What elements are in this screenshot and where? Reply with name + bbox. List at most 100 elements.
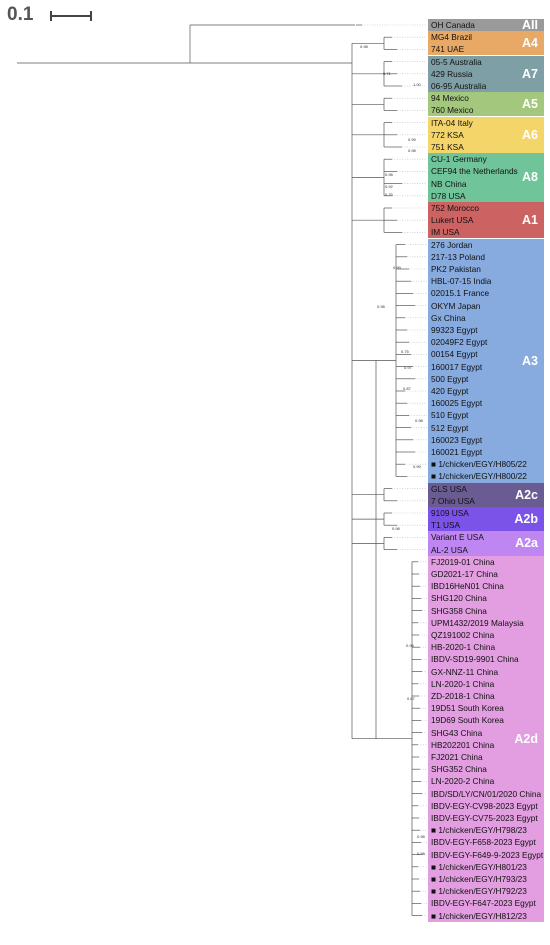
- tip-label: 160017 Egypt: [431, 361, 483, 372]
- tip-label: 741 UAE: [431, 44, 465, 55]
- tip-label: AL-2 USA: [431, 544, 468, 555]
- tip-label: 512 Egypt: [431, 422, 469, 433]
- tip-label: ■ 1/chicken/EGY/H812/23: [431, 910, 527, 921]
- tip-label: QZ191002 China: [431, 629, 495, 640]
- bootstrap-value: 0.71: [383, 71, 392, 76]
- bootstrap-value: 0.99: [408, 137, 417, 142]
- tip-label: SHG352 China: [431, 764, 487, 775]
- tip-label: 276 Jordan: [431, 239, 473, 250]
- tip-label: NB China: [431, 178, 467, 189]
- bootstrap-value: 0.98: [417, 834, 426, 839]
- tip-label: D78 USA: [431, 190, 466, 201]
- tip-label: 19D51 South Korea: [431, 703, 504, 714]
- bootstrap-value: 0.87: [407, 696, 416, 701]
- tip-label: 420 Egypt: [431, 385, 469, 396]
- tip-label: SHG120 China: [431, 593, 487, 604]
- tip-label: GX-NNZ-11 China: [431, 666, 499, 677]
- bootstrap-value: 0.75: [385, 192, 394, 197]
- tip-label: Lukert USA: [431, 215, 474, 226]
- clade-band-a5: A5: [428, 92, 544, 117]
- tip-label: OKYM Japan: [431, 300, 481, 311]
- tip-label: IBDV-SD19-9901 China: [431, 654, 519, 665]
- tip-label: SHG358 China: [431, 605, 487, 616]
- clade-band-a7: A7: [428, 55, 544, 93]
- bootstrap-value: 0.98: [377, 304, 386, 309]
- clade-label: A5: [522, 97, 538, 112]
- bootstrap-value: 0.99: [413, 464, 422, 469]
- clade-band-a4: A4: [428, 31, 544, 56]
- tip-label: GD2021-17 China: [431, 568, 498, 579]
- clade-label: A2c: [515, 487, 538, 502]
- tip-label: LN-2020-2 China: [431, 776, 495, 787]
- tip-label: 772 KSA: [431, 129, 464, 140]
- clade-label: A1: [522, 213, 538, 228]
- clade-label: A7: [522, 66, 538, 81]
- tip-label: 160023 Egypt: [431, 434, 483, 445]
- tip-label: ■ 1/chicken/EGY/H793/23: [431, 873, 527, 884]
- tip-label: 7 Ohio USA: [431, 495, 475, 506]
- tip-label: UPM1432/2019 Malaysia: [431, 617, 524, 628]
- tip-label: FJ2019-01 China: [431, 556, 495, 567]
- tip-label: IBDV-EGY-CV98-2023 Egypt: [431, 800, 538, 811]
- tip-label: Variant E USA: [431, 532, 484, 543]
- tip-label: T1 USA: [431, 520, 461, 531]
- clade-band-a2a: A2a: [428, 531, 544, 556]
- clade-band-a1: A1: [428, 201, 544, 239]
- clade-label: AII: [522, 17, 538, 32]
- tip-label: ZD-2018-1 China: [431, 690, 495, 701]
- tip-label: HB-2020-1 China: [431, 642, 496, 653]
- tip-label: HBL-07-15 India: [431, 276, 492, 287]
- tip-label: 02015.1 France: [431, 288, 490, 299]
- clade-label: A6: [522, 127, 538, 142]
- bootstrap-value: 0.75: [401, 349, 410, 354]
- tip-label: 217-13 Poland: [431, 251, 485, 262]
- bootstrap-value: 0.92: [385, 184, 394, 189]
- tip-label: 752 Morocco: [431, 202, 479, 213]
- tip-label: PK2 Pakistan: [431, 263, 481, 274]
- tip-label: 06-95 Australia: [431, 80, 487, 91]
- tip-label: ■ 1/chicken/EGY/H792/23: [431, 886, 527, 897]
- bootstrap-value: 1.00: [413, 82, 422, 87]
- tip-label: 510 Egypt: [431, 410, 469, 421]
- bootstrap-value: 0.97: [404, 365, 413, 370]
- clade-band-aii: AII: [428, 17, 544, 32]
- tip-label: IBD/SD/LY/CN/01/2020 China: [431, 788, 542, 799]
- tip-label: ■ 1/chicken/EGY/H805/22: [431, 459, 527, 470]
- clade-label: A2a: [515, 536, 538, 551]
- bootstrap-value: 0.98: [406, 643, 415, 648]
- tip-label: SHG43 China: [431, 727, 483, 738]
- tip-label: IBDV-EGY-F649-9-2023 Egypt: [431, 849, 544, 860]
- tip-label: IBDV-EGY-F647-2023 Egypt: [431, 898, 536, 909]
- clade-band-a2c: A2c: [428, 482, 544, 507]
- tip-label: Gx China: [431, 312, 466, 323]
- tip-label: CEF94 the Netherlands: [431, 166, 518, 177]
- tip-label: 00154 Egypt: [431, 349, 478, 360]
- tip-label: 94 Mexico: [431, 93, 469, 104]
- tip-label: IBDV-EGY-F658-2023 Egypt: [431, 837, 536, 848]
- clade-label: A4: [522, 36, 538, 51]
- clade-band-a2b: A2b: [428, 506, 544, 532]
- tip-label: IM USA: [431, 227, 460, 238]
- tip-label: 02049F2 Egypt: [431, 337, 488, 348]
- bootstrap-value: 0.98: [360, 44, 369, 49]
- tip-label: 160025 Egypt: [431, 398, 483, 409]
- tip-label: HB202201 China: [431, 739, 495, 750]
- tip-label: ITA-04 Italy: [431, 117, 473, 128]
- tip-label: IBD16HeN01 China: [431, 581, 504, 592]
- bootstrap-value: 0.98: [385, 172, 394, 177]
- bootstrap-value: 0.98: [417, 851, 426, 856]
- tip-label: 760 Mexico: [431, 105, 474, 116]
- tip-label: CU-1 Germany: [431, 154, 487, 165]
- tip-label: FJ2021 China: [431, 751, 483, 762]
- bootstrap-value: 0.87: [403, 386, 412, 391]
- tip-label: 19D69 South Korea: [431, 715, 504, 726]
- tip-label: ■ 1/chicken/EGY/H800/22: [431, 471, 527, 482]
- tip-label: LN-2020-1 China: [431, 678, 495, 689]
- clade-label: A8: [522, 170, 538, 185]
- bootstrap-value: 0.98: [408, 148, 417, 153]
- tip-label: ■ 1/chicken/EGY/H798/23: [431, 825, 527, 836]
- tip-label: 429 Russia: [431, 68, 473, 79]
- clade-label: A2b: [514, 512, 538, 527]
- tip-label: 9109 USA: [431, 507, 469, 518]
